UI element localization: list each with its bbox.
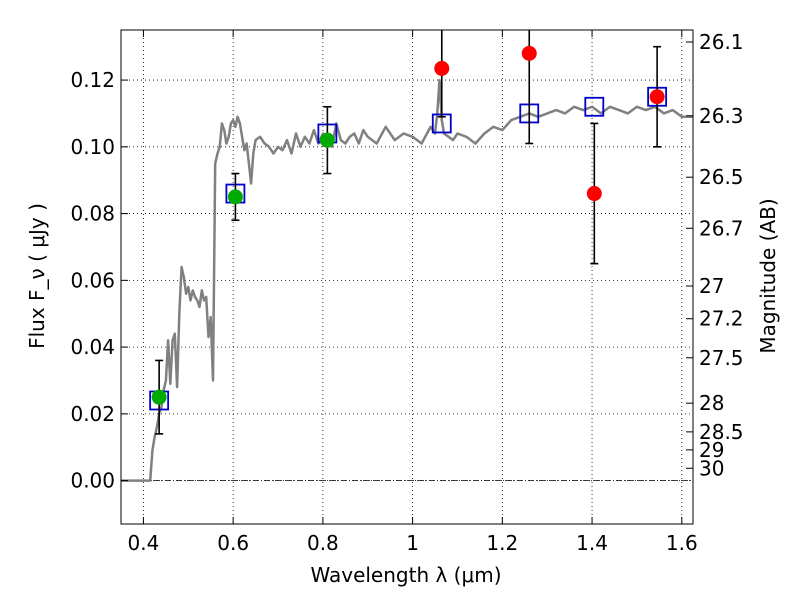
right-tick-label: 29 [699, 438, 724, 462]
right-axis-title: Magnitude (AB) [756, 198, 780, 353]
red-data-point [521, 45, 537, 61]
tick-layer: 0.4 0.6 0.8 1 1.2 1.4 1.6 0.00 0.02 0.04 0.06 0.08 0… [70, 30, 744, 555]
grid [121, 30, 693, 524]
model-square-marker [584, 96, 605, 117]
marker-layer [149, 30, 668, 435]
red-data-point [434, 60, 450, 76]
plot-frame [120, 29, 694, 525]
right-tick-label: 27 [699, 274, 724, 298]
x-tick-label: 1.4 [576, 531, 608, 555]
x-tick-label: 1 [406, 531, 419, 555]
x-tick-label: 0.4 [128, 531, 160, 555]
y-tick-label: 0.00 [70, 469, 115, 493]
right-tick-label: 27.2 [699, 307, 744, 331]
y-tick-label: 0.06 [70, 268, 115, 292]
spectrum-layer [121, 78, 693, 482]
red-data-point [586, 186, 602, 202]
y-tick-label: 0.12 [70, 68, 115, 92]
right-tick-label: 26.3 [699, 104, 744, 128]
y-tick-label: 0.02 [70, 402, 115, 426]
right-tick-label: 27.5 [699, 346, 744, 370]
x-tick-label: 0.8 [307, 531, 339, 555]
right-tick-label: 26.5 [699, 165, 744, 189]
right-tick-label: 30 [699, 456, 724, 480]
red-data-point [649, 89, 665, 105]
x-tick-label: 1.2 [486, 531, 518, 555]
right-tick-label: 26.1 [699, 30, 744, 54]
y-axis-title: Flux F_ν ( μJy ) [25, 203, 49, 349]
right-tick-label: 28.5 [699, 420, 744, 444]
y-tick-label: 0.08 [70, 202, 115, 226]
y-tick-label: 0.10 [70, 135, 115, 159]
x-axis-title: Wavelength λ (μm) [310, 563, 501, 587]
green-data-point [151, 389, 167, 405]
right-tick-label: 28 [699, 391, 724, 415]
spectrum-line [121, 78, 693, 482]
x-tick-label: 0.6 [217, 531, 249, 555]
green-data-point [227, 189, 243, 205]
green-data-point [319, 132, 335, 148]
x-tick-label: 1.6 [666, 531, 698, 555]
y-tick-label: 0.04 [70, 335, 115, 359]
right-tick-label: 26.7 [699, 216, 744, 240]
